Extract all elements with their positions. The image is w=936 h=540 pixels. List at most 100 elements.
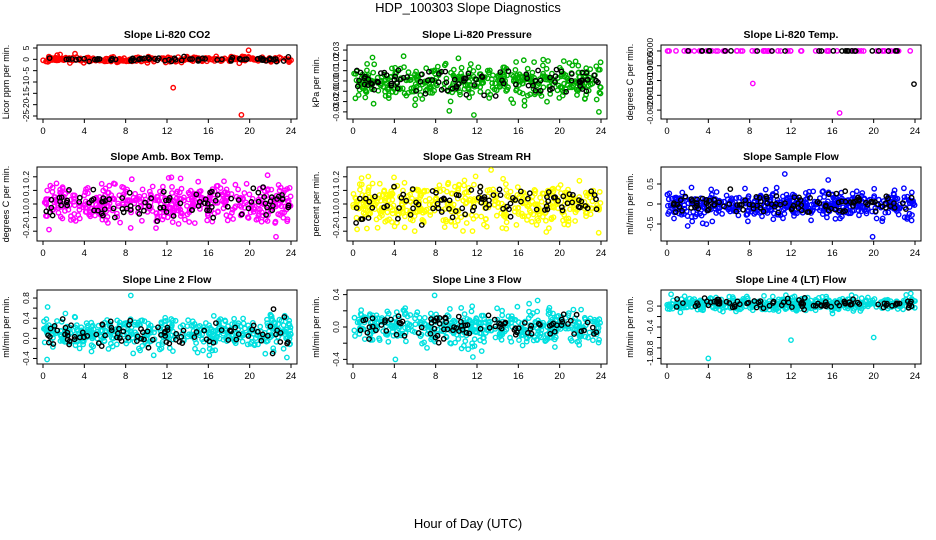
data-point	[216, 320, 222, 327]
data-point-mean	[543, 203, 550, 210]
data-point	[257, 323, 264, 330]
data-point-mean	[117, 335, 123, 341]
data-point	[739, 48, 746, 54]
data-point-mean	[584, 77, 591, 83]
data-point-mean	[438, 209, 445, 215]
data-point	[715, 48, 721, 54]
data-point-mean	[155, 324, 161, 331]
data-point-mean	[588, 188, 595, 195]
data-point	[168, 174, 175, 181]
data-point	[515, 208, 522, 215]
data-point	[214, 182, 221, 189]
data-point-mean	[193, 191, 200, 198]
data-point-mean	[711, 196, 718, 203]
data-point	[352, 95, 359, 102]
data-point-mean	[170, 213, 177, 219]
data-point-mean	[112, 56, 119, 63]
data-point	[158, 345, 165, 352]
data-point-mean	[764, 200, 770, 207]
data-point	[519, 342, 526, 349]
data-point-mean	[455, 192, 462, 199]
data-point	[713, 48, 719, 54]
data-point-outlier	[869, 233, 876, 240]
data-point-mean	[455, 81, 462, 87]
data-point	[709, 218, 716, 225]
data-point	[232, 181, 239, 188]
data-point-mean	[576, 197, 582, 204]
data-point	[88, 342, 95, 349]
data-point-mean	[236, 55, 243, 62]
data-point	[583, 91, 589, 98]
data-point-mean	[212, 197, 219, 204]
data-point-mean	[422, 90, 429, 97]
data-point	[455, 187, 462, 194]
data-point	[270, 345, 277, 352]
data-point	[531, 74, 537, 81]
data-point	[567, 84, 573, 91]
data-point-mean	[694, 196, 700, 203]
data-point	[206, 322, 213, 329]
data-point-mean	[589, 324, 596, 331]
data-point	[458, 64, 465, 71]
y-tick-label: 0.1	[331, 184, 341, 196]
data-point	[358, 175, 365, 182]
data-point-mean	[496, 186, 503, 193]
data-point-mean	[392, 73, 398, 80]
data-point-mean	[490, 192, 497, 199]
data-point	[572, 218, 578, 224]
data-point	[514, 192, 521, 198]
data-point	[364, 61, 370, 67]
data-point	[521, 213, 528, 220]
data-point-mean	[146, 203, 153, 210]
data-point-mean	[86, 58, 93, 65]
data-point	[548, 215, 555, 221]
y-tick-label: -0.5	[645, 216, 655, 231]
data-point	[362, 94, 369, 101]
data-point-mean	[872, 199, 878, 205]
data-point-mean	[178, 333, 185, 340]
data-point-mean	[706, 48, 713, 54]
data-point	[169, 219, 176, 226]
data-point	[376, 335, 382, 342]
data-point-mean	[825, 191, 832, 198]
data-point	[873, 215, 880, 222]
data-point-mean	[356, 77, 362, 84]
data-point	[240, 315, 247, 322]
data-point-mean	[883, 200, 889, 207]
data-point-mean	[134, 333, 141, 340]
data-point	[590, 337, 596, 344]
x-tick-label: 0	[350, 248, 355, 259]
y-tick-label: -0.0015	[645, 81, 655, 110]
data-point-mean	[371, 193, 378, 200]
data-point-mean	[127, 203, 134, 209]
panel-1: Slope Li-820 CO2 Licor ppm per min. 0 4 8 12 1…	[1, 29, 298, 137]
data-point	[414, 187, 421, 194]
data-point	[402, 338, 409, 345]
data-point	[563, 216, 570, 222]
data-point	[355, 92, 362, 98]
data-point-outlier	[400, 53, 407, 60]
data-point	[498, 200, 505, 207]
data-point	[280, 345, 287, 352]
data-point-mean	[555, 197, 561, 204]
data-point-mean	[868, 198, 875, 205]
data-point	[240, 320, 247, 327]
data-point-mean	[507, 200, 514, 207]
data-point	[80, 204, 87, 211]
data-point	[523, 338, 530, 345]
data-point	[264, 218, 271, 224]
data-point	[531, 59, 537, 65]
data-point	[206, 345, 213, 352]
data-points	[40, 47, 294, 118]
panel-title: Slope Li-820 Pressure	[422, 29, 532, 41]
data-point-mean	[746, 201, 753, 208]
data-point-mean	[202, 56, 209, 62]
x-tick-label: 8	[747, 126, 752, 137]
data-point	[186, 331, 192, 338]
data-point	[139, 186, 146, 193]
data-point	[379, 212, 385, 219]
data-point-mean	[259, 331, 266, 338]
data-point	[401, 224, 408, 231]
data-point-mean	[823, 202, 829, 209]
data-point-mean	[250, 185, 257, 192]
